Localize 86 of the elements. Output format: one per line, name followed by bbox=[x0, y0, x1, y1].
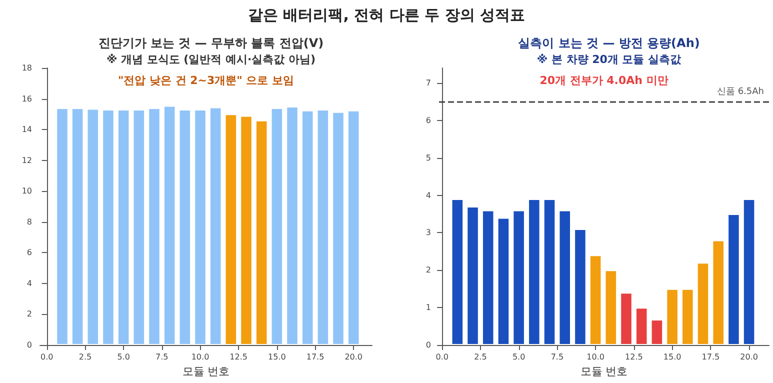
ref-line-label: 신품 6.5Ah bbox=[716, 87, 764, 98]
x-tick-label: 7.5 bbox=[550, 352, 564, 362]
bar bbox=[148, 108, 160, 345]
x-tick-label: 7.5 bbox=[156, 352, 168, 362]
y-tick-label: 10 bbox=[22, 186, 32, 196]
bar bbox=[620, 292, 632, 345]
x-axis-title: 모듈 번호 bbox=[580, 364, 628, 378]
bar bbox=[712, 240, 724, 345]
y-tick-label: 3 bbox=[426, 228, 431, 238]
bar bbox=[178, 110, 192, 345]
y-tick-label: 12 bbox=[22, 156, 32, 165]
y-tick-label: 6 bbox=[426, 116, 431, 125]
bar bbox=[332, 112, 344, 345]
bar bbox=[742, 199, 756, 345]
bar bbox=[86, 108, 100, 345]
bar bbox=[466, 206, 479, 345]
x-tick-label: 20.0 bbox=[344, 352, 363, 362]
bar bbox=[682, 288, 694, 345]
chart-subtitle: ※ 개념 모식도 (일반적 예시·실측값 아님) bbox=[106, 53, 316, 66]
bar bbox=[347, 110, 360, 345]
y-tick-label: 7 bbox=[426, 78, 431, 88]
x-tick-label: 15.0 bbox=[268, 352, 286, 362]
y-tick-label: 14 bbox=[22, 125, 32, 134]
y-tick-label: 2 bbox=[426, 266, 431, 275]
bar bbox=[728, 214, 740, 345]
x-tick-label: 17.5 bbox=[702, 352, 720, 362]
y-tick-label: 5 bbox=[426, 153, 431, 162]
x-tick-label: 0.0 bbox=[436, 352, 448, 362]
annotation: "전압 낮은 건 2~3개뿐" 으로 보임 bbox=[118, 74, 294, 87]
bar bbox=[117, 110, 130, 345]
bar bbox=[132, 110, 146, 345]
bar bbox=[163, 106, 176, 345]
bar bbox=[224, 114, 238, 345]
annotation: 20개 전부가 4.0Ah 미만 bbox=[540, 74, 668, 87]
x-tick-label: 15.0 bbox=[663, 352, 682, 362]
bar bbox=[604, 270, 618, 345]
y-tick-label: 8 bbox=[26, 217, 32, 226]
x-tick-label: 5.0 bbox=[117, 352, 130, 362]
x-axis-title: 모듈 번호 bbox=[182, 364, 230, 378]
bar bbox=[574, 228, 586, 345]
bar bbox=[696, 262, 710, 345]
bar bbox=[528, 199, 540, 345]
bar bbox=[543, 199, 556, 345]
x-tick-label: 2.5 bbox=[474, 352, 487, 362]
y-tick-label: 18 bbox=[22, 64, 32, 72]
x-tick-label: 5.0 bbox=[512, 352, 526, 362]
y-tick-label: 1 bbox=[426, 303, 431, 312]
y-tick-label: 2 bbox=[26, 310, 32, 319]
bar bbox=[255, 120, 268, 345]
chart-subtitle: ※ 본 차량 20개 모듈 실측값 bbox=[536, 53, 682, 66]
x-tick-label: 17.5 bbox=[306, 352, 324, 362]
y-tick-label: 6 bbox=[26, 248, 32, 258]
bar bbox=[102, 110, 114, 345]
bar bbox=[558, 210, 571, 345]
bar bbox=[270, 108, 284, 345]
y-tick-label: 4 bbox=[426, 190, 431, 200]
y-tick-label: 0 bbox=[426, 340, 431, 350]
bar bbox=[589, 255, 602, 345]
bar bbox=[194, 110, 206, 345]
bar bbox=[71, 108, 84, 345]
bar bbox=[451, 199, 464, 345]
bar bbox=[286, 106, 298, 345]
y-tick-label: 16 bbox=[22, 94, 32, 104]
y-tick-label: 0 bbox=[26, 340, 32, 350]
x-tick-label: 10.0 bbox=[191, 352, 210, 362]
bar bbox=[635, 308, 648, 345]
bar bbox=[482, 210, 494, 345]
x-tick-label: 0.0 bbox=[40, 352, 54, 362]
bar bbox=[316, 110, 330, 345]
x-tick-label: 10.0 bbox=[586, 352, 604, 362]
bar bbox=[666, 288, 678, 345]
x-tick-label: 12.5 bbox=[230, 352, 248, 362]
bar bbox=[650, 320, 664, 345]
bar bbox=[240, 116, 252, 345]
bar bbox=[512, 210, 525, 345]
x-tick-label: 12.5 bbox=[625, 352, 643, 362]
chart-title: 실측이 보는 것 — 방전 용량(Ah) bbox=[518, 36, 700, 50]
x-tick-label: 2.5 bbox=[78, 352, 92, 362]
bar bbox=[209, 107, 222, 345]
x-tick-label: 20.0 bbox=[740, 352, 758, 362]
chart-title: 진단기가 보는 것 — 무부하 블록 전압(V) bbox=[98, 36, 324, 50]
bar bbox=[56, 108, 68, 345]
text: 같은 배터리팩, 전혀 다른 두 장의 성적표 bbox=[246, 6, 526, 25]
bar bbox=[301, 110, 314, 345]
bar bbox=[497, 218, 510, 345]
y-tick-label: 4 bbox=[26, 278, 32, 288]
